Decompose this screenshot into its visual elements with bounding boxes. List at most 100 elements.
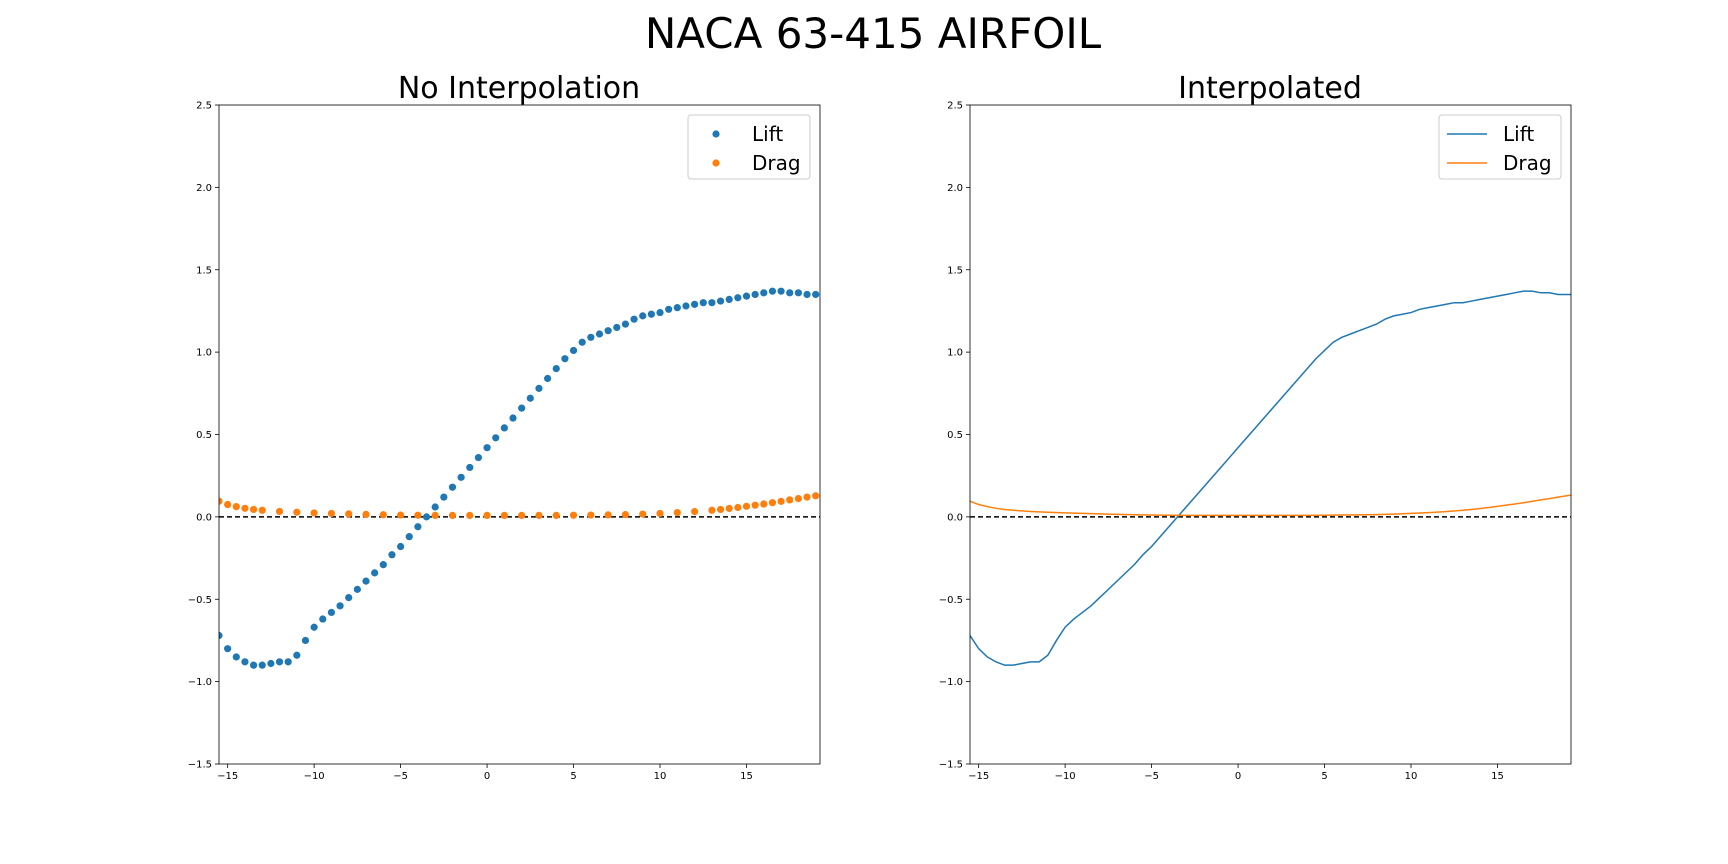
lift-point xyxy=(734,294,742,302)
x-tick-label: −15 xyxy=(217,771,238,782)
lift-point xyxy=(310,623,318,631)
lift-point xyxy=(353,585,361,593)
drag-point xyxy=(691,508,699,516)
lift-point xyxy=(509,414,517,422)
lift-point xyxy=(319,615,327,623)
drag-point xyxy=(725,504,733,513)
drag-point xyxy=(535,511,543,519)
drag-point xyxy=(310,509,318,517)
lift-point xyxy=(293,651,301,659)
drag-point xyxy=(500,511,508,519)
chart-interpolated: Interpolated −15 −10 −5 0 5 10 15 −1.5 −1.0 −0.5 0… xyxy=(939,71,1572,783)
drag-point xyxy=(656,509,664,518)
legend: Lift Drag xyxy=(687,114,811,180)
x-tick-label: −10 xyxy=(304,771,325,782)
y-tick-label: 1.0 xyxy=(947,348,963,359)
series-drag xyxy=(219,492,820,519)
legend: Lift Drag xyxy=(1438,114,1562,180)
y-tick-label: 0.5 xyxy=(947,430,963,441)
x-tick-label: −5 xyxy=(1144,771,1159,782)
lift-point xyxy=(379,561,387,569)
lift-point xyxy=(371,569,379,577)
drag-point xyxy=(742,502,751,510)
lift-point xyxy=(682,302,690,310)
lift-point xyxy=(492,434,500,442)
lift-point xyxy=(742,292,751,300)
lift-point xyxy=(569,346,578,355)
lift-point xyxy=(301,636,310,645)
lift-point xyxy=(561,355,569,363)
drag-point xyxy=(258,506,266,514)
x-tick-label: −10 xyxy=(1055,771,1076,782)
x-tick-label: −15 xyxy=(968,771,989,782)
chart-title: Interpolated xyxy=(1178,71,1362,106)
lift-point xyxy=(639,312,647,320)
drag-point xyxy=(448,511,457,519)
lift-point xyxy=(232,653,240,661)
drag-point xyxy=(760,500,768,508)
lift-point xyxy=(665,305,673,313)
drag-point xyxy=(379,511,387,519)
lift-point xyxy=(327,608,336,617)
drag-point xyxy=(431,511,439,519)
figure-title: NACA 63-415 AIRFOIL xyxy=(645,9,1102,58)
x-tick-label: 15 xyxy=(740,771,753,782)
lift-point xyxy=(396,542,405,551)
lift-point xyxy=(552,365,560,373)
y-tick-label: 0.0 xyxy=(947,512,963,523)
y-tick-label: 2.0 xyxy=(947,183,963,194)
drag-point xyxy=(219,497,223,505)
drag-point xyxy=(275,507,284,516)
axis-ticks: −15 −10 −5 0 5 10 15 −1.5 −1.0 −0.5 0.0 0.5 1.0 1.5 2.… xyxy=(188,101,753,783)
plot-area xyxy=(219,287,820,669)
y-tick-label: −1.5 xyxy=(188,760,212,771)
lift-point xyxy=(500,424,508,432)
drag-point xyxy=(734,503,742,512)
drag-point xyxy=(293,508,301,516)
drag-point xyxy=(786,496,794,504)
series-lift-line xyxy=(970,290,1571,666)
lift-point xyxy=(431,503,439,511)
drag-point xyxy=(414,511,422,519)
lift-point xyxy=(630,315,638,323)
lift-point xyxy=(422,513,431,521)
axis-ticks: −15 −10 −5 0 5 10 15 −1.5 −1.0 −0.5 0.0 0.5 1.0 1.5 2.… xyxy=(939,101,1504,783)
y-tick-label: 2.5 xyxy=(947,101,963,112)
drag-point xyxy=(587,511,595,519)
drag-point xyxy=(794,494,802,503)
lift-point xyxy=(812,290,820,299)
drag-point xyxy=(396,511,405,519)
y-tick-label: −1.0 xyxy=(939,677,963,688)
lift-point xyxy=(440,493,448,501)
lift-point xyxy=(241,658,249,666)
drag-point xyxy=(716,505,725,514)
lift-point xyxy=(673,304,681,312)
lift-point xyxy=(656,308,664,317)
x-tick-label: 15 xyxy=(1491,771,1504,782)
lift-point xyxy=(284,658,292,666)
drag-point xyxy=(362,510,370,519)
lift-point xyxy=(267,659,275,668)
lift-point xyxy=(786,289,794,297)
drag-point xyxy=(224,500,232,509)
drag-point xyxy=(327,509,336,518)
lift-point xyxy=(544,374,552,383)
lift-point xyxy=(483,444,491,452)
lift-point xyxy=(760,289,768,297)
lift-point xyxy=(691,300,699,308)
drag-point xyxy=(552,511,560,519)
x-tick-label: −5 xyxy=(393,771,408,782)
lift-point xyxy=(777,287,785,295)
drag-point xyxy=(466,511,474,519)
y-tick-label: −1.5 xyxy=(939,760,963,771)
lift-point xyxy=(224,645,232,653)
drag-point xyxy=(345,510,353,518)
drag-point xyxy=(768,499,777,507)
y-tick-label: 1.0 xyxy=(196,348,212,359)
drag-point xyxy=(673,508,681,517)
lift-point xyxy=(768,287,777,295)
legend-label: Drag xyxy=(1503,151,1552,175)
drag-point xyxy=(708,506,716,514)
drag-point xyxy=(621,510,630,519)
series-drag-line xyxy=(970,494,1571,517)
